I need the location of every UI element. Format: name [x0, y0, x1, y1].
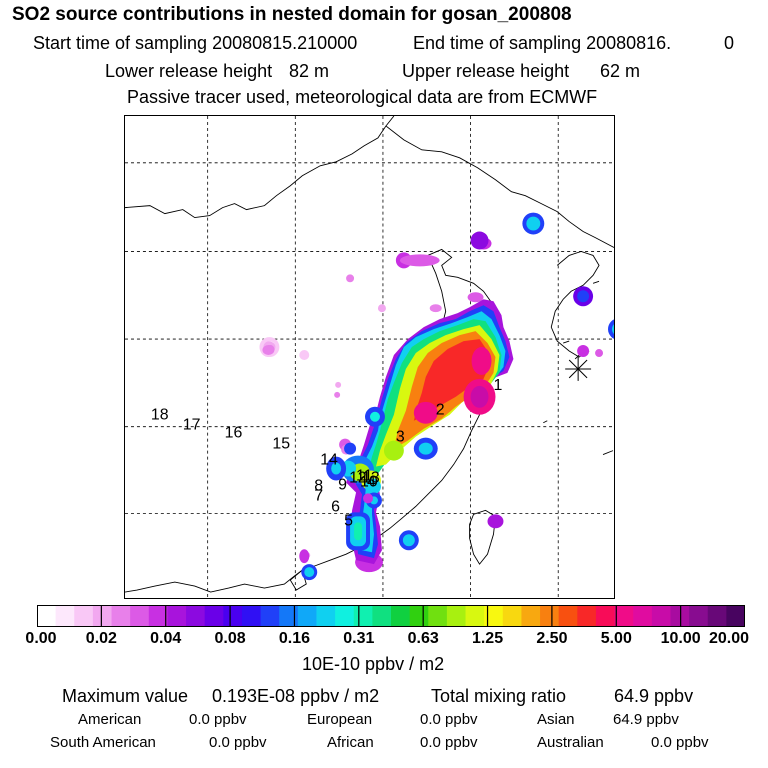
colorbar-tick-label: 0.16: [278, 630, 311, 647]
colorbar-cell: [651, 605, 672, 627]
region-label-14: 14: [320, 452, 338, 469]
end-time-value: 0: [724, 33, 735, 53]
colorbar-cell: [484, 605, 504, 627]
upper-height-label: Upper release height: [402, 61, 570, 81]
region-label-12: 12: [349, 469, 367, 486]
end-time-label: End time of sampling 20080816.: [413, 33, 672, 53]
lower-height-value: 82 m: [289, 61, 330, 81]
american-label: American: [78, 711, 142, 728]
colorbar-cell: [465, 605, 485, 627]
colorbar-cell: [353, 605, 373, 627]
region-label-13: 13: [362, 469, 380, 486]
colorbar: [37, 605, 745, 627]
colorbar-cell: [391, 605, 411, 627]
colorbar-cell: [55, 605, 75, 627]
region-label-1: 1: [493, 377, 502, 394]
region-label-11: 11: [356, 467, 373, 484]
colorbar-cell: [37, 605, 57, 627]
total-mixing-label: Total mixing ratio: [431, 686, 567, 706]
total-mixing-value: 64.9 ppbv: [614, 686, 694, 706]
colorbar-cell: [316, 605, 336, 627]
region-label-5: 5: [344, 512, 353, 529]
colorbar-cell: [409, 605, 429, 627]
australian-value: 0.0 ppbv: [651, 734, 709, 751]
south-american-label: South American: [50, 734, 156, 751]
colorbar-cell: [186, 605, 206, 627]
colorbar-cell: [297, 605, 318, 627]
region-label-17: 17: [183, 417, 201, 434]
region-label-18: 18: [151, 407, 169, 424]
receptor-marker: [565, 357, 592, 381]
max-value: 0.193E-08 ppbv / m2: [212, 686, 380, 706]
colorbar-cell: [540, 605, 560, 627]
start-time-label: Start time of sampling 20080815.210000: [33, 33, 358, 53]
colorbar-cell: [241, 605, 262, 627]
colorbar-cell: [577, 605, 597, 627]
colorbar-cell: [335, 605, 355, 627]
colorbar-cell: [633, 605, 653, 627]
colorbar-cell: [279, 605, 299, 627]
colorbar-cell: [260, 605, 280, 627]
african-label: African: [327, 734, 374, 751]
lower-height-label: Lower release height: [105, 61, 273, 81]
region-label-4: 4: [367, 473, 376, 490]
region-label-15: 15: [272, 436, 290, 453]
colorbar-tick-label: 20.00: [708, 630, 750, 647]
colorbar-cell: [502, 605, 523, 627]
colorbar-tick-label: 0.08: [214, 630, 246, 647]
colorbar-unit: 10E-10 ppbv / m2: [302, 654, 445, 674]
region-labels: 1 2 3 4 5 6 7 8 9 10 11 12 13 14 15 16 1…: [151, 377, 503, 529]
region-label-9: 9: [338, 476, 347, 493]
upper-height-value: 62 m: [600, 61, 641, 81]
tracer-note: Passive tracer used, meteorological data…: [127, 87, 598, 107]
african-value: 0.0 ppbv: [420, 734, 478, 751]
colorbar-tick-label: 0.63: [407, 630, 439, 647]
colorbar-cell: [558, 605, 578, 627]
colorbar-cell: [92, 605, 113, 627]
colorbar-cell: [521, 605, 541, 627]
colorbar-cell: [74, 605, 94, 627]
so2-contours: [259, 212, 614, 581]
page-title: SO2 source contributions in nested domai…: [12, 4, 572, 25]
asian-value: 64.9 ppbv: [613, 711, 679, 728]
colorbar-cell: [130, 605, 150, 627]
colorbar-tick-label: 2.50: [536, 630, 568, 647]
max-value-label: Maximum value: [62, 686, 189, 706]
region-label-6: 6: [331, 498, 340, 515]
colorbar-tick-label: 0.02: [85, 630, 117, 647]
european-label: European: [307, 711, 373, 728]
map-panel: 1 2 3 4 5 6 7 8 9 10 11 12 13 14 15 16 1…: [124, 115, 615, 599]
region-label-2: 2: [436, 402, 445, 419]
south-american-value: 0.0 ppbv: [209, 734, 267, 751]
asian-label: Asian: [537, 711, 575, 728]
colorbar-tick-label: 0.31: [343, 630, 375, 647]
colorbar-tick-label: 0.00: [25, 630, 57, 647]
colorbar-tick-label: 5.00: [600, 630, 632, 647]
american-value: 0.0 ppbv: [189, 711, 247, 728]
colorbar-cell: [167, 605, 187, 627]
colorbar-cell: [428, 605, 448, 627]
colorbar-cell: [595, 605, 616, 627]
region-label-10: 10: [360, 473, 378, 490]
region-label-16: 16: [225, 425, 243, 442]
colorbar-cell: [446, 605, 467, 627]
colorbar-cell: [111, 605, 131, 627]
colorbar-tick-label: 0.04: [150, 630, 182, 647]
european-value: 0.0 ppbv: [420, 711, 478, 728]
colorbar-cell: [726, 605, 745, 627]
colorbar-tick-label: 10.00: [660, 630, 701, 647]
colorbar-cell: [372, 605, 392, 627]
region-label-8: 8: [314, 477, 323, 494]
grid-lines: [125, 116, 614, 598]
colorbar-cell: [148, 605, 169, 627]
colorbar-tick-label: 1.25: [471, 630, 504, 647]
region-label-7: 7: [314, 487, 323, 504]
colorbar-cell: [614, 605, 634, 627]
colorbar-cell: [707, 605, 727, 627]
colorbar-cell: [204, 605, 224, 627]
colorbar-cell: [689, 605, 709, 627]
colorbar-cell: [223, 605, 243, 627]
australian-label: Australian: [537, 734, 604, 751]
region-label-3: 3: [396, 429, 405, 446]
